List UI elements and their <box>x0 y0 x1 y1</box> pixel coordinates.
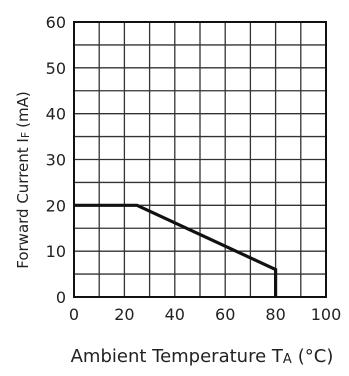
y-axis-title-unit: (mA) <box>14 91 32 128</box>
y-tick-label: 40 <box>46 105 66 124</box>
x-tick-label: 0 <box>69 305 79 324</box>
y-tick-labels: 0 10 20 30 40 50 60 <box>46 13 66 307</box>
y-axis-title-subscript: F <box>19 132 32 138</box>
y-axis-title-main: Forward Current I <box>14 138 32 269</box>
y-tick-label: 0 <box>56 288 66 307</box>
y-tick-label: 30 <box>46 151 66 170</box>
x-axis-title-subscript: A <box>283 352 292 367</box>
x-tick-label: 100 <box>311 305 342 324</box>
x-tick-label: 40 <box>165 305 185 324</box>
x-axis-title-unit: (°C) <box>298 346 334 367</box>
series-line <box>74 203 278 297</box>
x-axis-title-main: Ambient Temperature T <box>71 346 284 367</box>
series-layer <box>74 203 278 297</box>
plot-frame <box>73 21 327 298</box>
x-tick-label: 60 <box>215 305 235 324</box>
grid <box>74 22 326 297</box>
x-tick-label: 20 <box>114 305 134 324</box>
y-tick-label: 10 <box>46 242 66 261</box>
x-tick-label: 80 <box>265 305 285 324</box>
y-tick-label: 60 <box>46 13 66 32</box>
y-tick-label: 50 <box>46 59 66 78</box>
x-tick-labels: 0 20 40 60 80 100 <box>69 305 341 324</box>
x-axis-title: Ambient Temperature TA (°C) <box>71 346 334 367</box>
y-tick-label: 20 <box>46 196 66 215</box>
y-axis-title: Forward Current IF (mA) <box>14 91 32 269</box>
